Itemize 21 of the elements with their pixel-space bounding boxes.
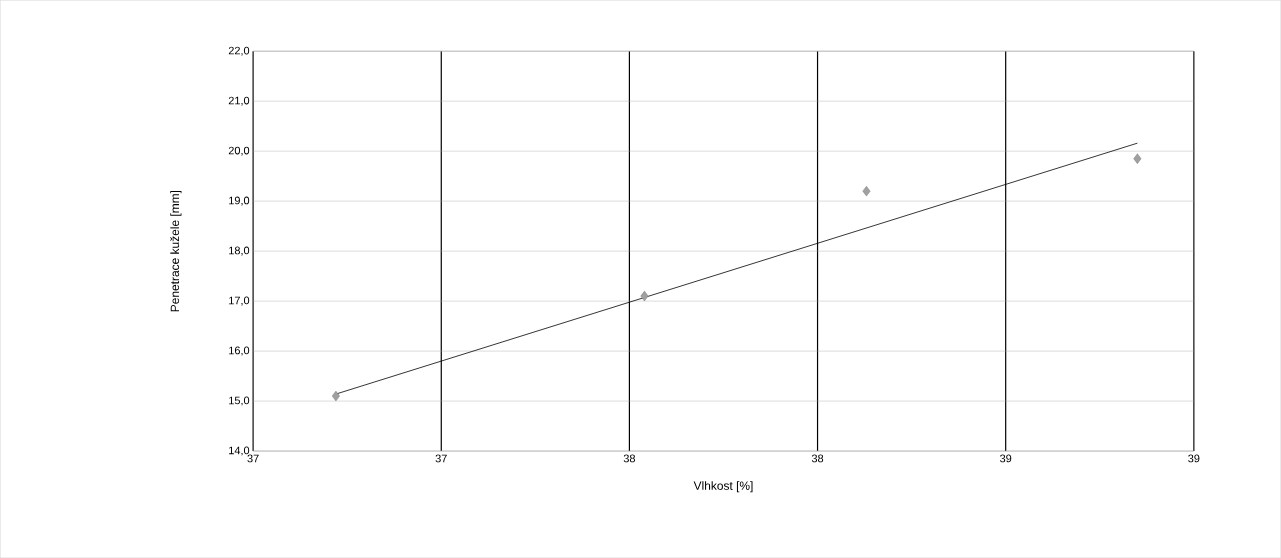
y-tick-label: 19,0 <box>229 196 250 206</box>
point <box>640 290 649 302</box>
y-tick-label: 18,0 <box>229 246 250 256</box>
x-tick-label: 39 <box>1000 454 1012 463</box>
y-tick-label: 21,0 <box>228 96 250 106</box>
x-tick-label: 38 <box>811 454 824 463</box>
y-tick-label: 14,0 <box>229 446 250 456</box>
x-tick-label: 39 <box>1188 454 1200 463</box>
y-tick-label: 16,0 <box>229 346 250 356</box>
point <box>331 390 340 402</box>
y-axis-title: Penetrace kužele [mm] <box>170 190 182 312</box>
x-tick-label: 38 <box>623 454 636 463</box>
y-tick-label: 22,0 <box>228 46 250 56</box>
x-tick-label: 37 <box>247 454 259 463</box>
y-tick-label: 17,0 <box>229 296 250 306</box>
x-tick-label: 37 <box>435 454 447 463</box>
y-tick-label: 20,0 <box>228 146 250 156</box>
point <box>1133 153 1142 164</box>
x-axis-title: Vlhkost [%] <box>693 481 753 493</box>
y-tick-label: 15,0 <box>229 396 250 406</box>
point <box>862 185 871 197</box>
